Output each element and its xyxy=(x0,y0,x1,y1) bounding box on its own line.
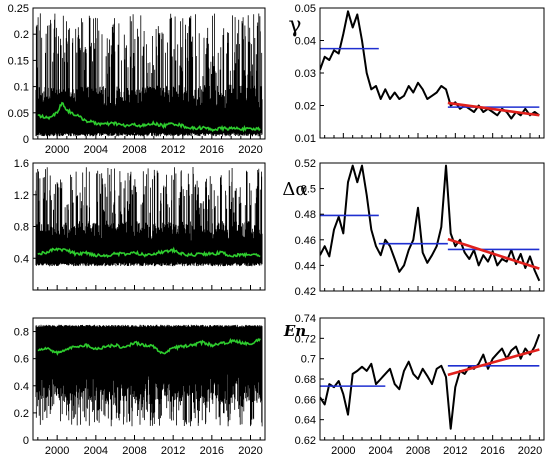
y-tick-label: 0.2 xyxy=(14,29,29,41)
plot-area xyxy=(35,167,263,267)
x-tick-label: 2016 xyxy=(480,445,504,457)
panel-left-bottom: 0 0.2 0.4 0.6 0.8 2000 2004 2008 2012 2016 2020 xyxy=(14,317,266,457)
trend-line xyxy=(447,101,540,117)
axes-frame xyxy=(32,317,266,441)
y-tick-label: 0.04 xyxy=(295,36,316,48)
y-tick-label: 0.2 xyxy=(14,408,29,420)
y-tick-label: 0.15 xyxy=(8,55,29,67)
x-tick-label: 2016 xyxy=(200,144,224,156)
y-tick-label: 0.8 xyxy=(14,222,29,234)
trend-line xyxy=(447,348,540,377)
plot-area xyxy=(320,333,541,430)
smoothed-series xyxy=(37,246,261,259)
x-tick-label: 2000 xyxy=(331,445,355,457)
y-tick-label: 0.6 xyxy=(14,354,29,366)
y-tick-label: 0.01 xyxy=(295,133,316,145)
x-tick-label: 2020 xyxy=(238,144,262,156)
x-tick-label: 2008 xyxy=(122,445,146,457)
plot-area xyxy=(320,10,540,120)
x-tick-label: 2016 xyxy=(200,445,224,457)
index-curve xyxy=(320,10,540,120)
panel-left-middle: 0.4 0.8 1.2 1.6 xyxy=(14,158,266,291)
x-tick-label: 2012 xyxy=(161,144,185,156)
noise-band xyxy=(35,13,263,137)
panel-right-top: 0.01 0.02 0.03 0.04 0.05γ xyxy=(288,3,545,145)
panel-label: En xyxy=(283,322,306,340)
panel-label: Δα xyxy=(282,179,307,200)
panel-left-top: 0 0.05 0.1 0.15 0.2 0.25 2000 2004 2008 2012 2016 2… xyxy=(8,3,266,156)
x-tick-label: 2008 xyxy=(406,445,430,457)
axes-frame xyxy=(32,7,266,140)
y-tick-label: 0.03 xyxy=(295,68,316,80)
x-tick-label: 2020 xyxy=(238,445,262,457)
y-tick-label: 0.66 xyxy=(295,394,316,406)
y-tick-label: 0.02 xyxy=(295,101,316,113)
y-tick-label: 0.7 xyxy=(301,354,316,366)
trend-line xyxy=(447,237,540,270)
y-tick-label: 0 xyxy=(23,435,29,447)
y-tick-label: 0.72 xyxy=(295,333,316,345)
y-tick-label: 0.1 xyxy=(14,82,29,94)
panel-label: γ xyxy=(288,13,301,38)
x-tick-label: 2004 xyxy=(84,445,108,457)
smoothed-series xyxy=(37,101,261,133)
plot-area xyxy=(35,324,263,427)
y-tick-label: 0.42 xyxy=(295,286,316,298)
y-tick-label: 1.2 xyxy=(14,190,29,202)
x-tick-label: 2012 xyxy=(161,445,185,457)
y-tick-label: 0.05 xyxy=(295,3,316,15)
y-tick-label: 0.62 xyxy=(295,435,316,447)
y-tick-label: 0.05 xyxy=(8,108,29,120)
plot-area xyxy=(320,164,541,282)
y-tick-label: 0.52 xyxy=(295,158,316,170)
x-tick-label: 2000 xyxy=(45,445,69,457)
x-tick-label: 2004 xyxy=(368,445,392,457)
y-tick-label: 0.64 xyxy=(295,415,316,427)
panel-right-bottom: 0.62 0.64 0.66 0.68 0.7 0.72 0.74 2000 2004 2008 2… xyxy=(283,313,545,457)
plot-area xyxy=(35,13,263,137)
axes-frame xyxy=(319,162,545,292)
y-tick-label: 0.44 xyxy=(295,260,316,272)
x-tick-label: 2020 xyxy=(518,445,542,457)
y-tick-label: 1.6 xyxy=(14,158,29,170)
y-tick-label: 0.5 xyxy=(301,184,316,196)
y-tick-label: 0.46 xyxy=(295,235,316,247)
index-curve xyxy=(320,164,541,282)
y-tick-label: 0.68 xyxy=(295,374,316,386)
y-tick-label: 0 xyxy=(23,134,29,146)
axes-frame xyxy=(319,317,545,441)
y-tick-label: 0.48 xyxy=(295,209,316,221)
y-tick-label: 0.4 xyxy=(14,381,29,393)
x-tick-label: 2012 xyxy=(443,445,467,457)
index-curve xyxy=(320,333,541,430)
y-tick-label: 0.74 xyxy=(295,313,316,325)
x-tick-label: 2004 xyxy=(84,144,108,156)
y-tick-label: 0.4 xyxy=(14,253,29,265)
noise-band xyxy=(35,324,263,427)
y-tick-label: 0.8 xyxy=(14,327,29,339)
smoothed-series xyxy=(37,337,261,356)
y-tick-label: 0.25 xyxy=(8,3,29,15)
x-tick-label: 2000 xyxy=(45,144,69,156)
x-tick-label: 2008 xyxy=(122,144,146,156)
panel-right-middle: 0.42 0.44 0.46 0.48 0.5 0.52 Δα xyxy=(282,158,545,298)
